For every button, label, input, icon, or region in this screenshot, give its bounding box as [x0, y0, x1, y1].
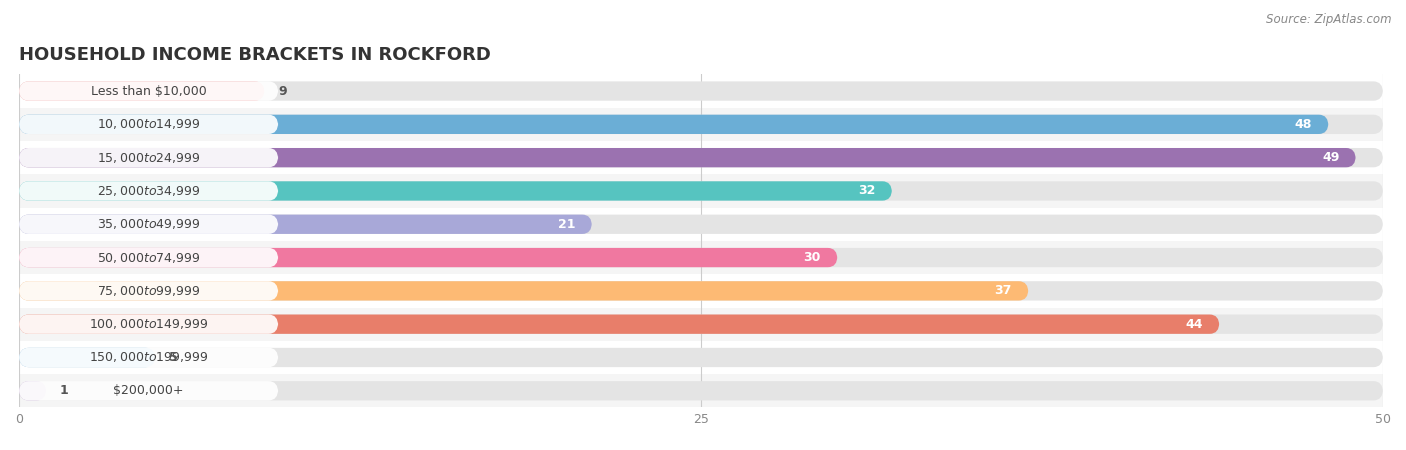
Bar: [20, 108, 1384, 141]
Text: $200,000+: $200,000+: [114, 384, 184, 397]
FancyBboxPatch shape: [20, 215, 278, 234]
FancyBboxPatch shape: [20, 81, 278, 101]
Bar: [20, 141, 1384, 174]
Text: 21: 21: [558, 218, 575, 231]
Text: 44: 44: [1185, 318, 1204, 331]
FancyBboxPatch shape: [20, 181, 278, 201]
Text: 48: 48: [1295, 118, 1312, 131]
FancyBboxPatch shape: [20, 281, 1028, 301]
Text: $25,000 to $34,999: $25,000 to $34,999: [97, 184, 200, 198]
FancyBboxPatch shape: [20, 348, 278, 367]
Bar: [20, 374, 1384, 407]
Text: HOUSEHOLD INCOME BRACKETS IN ROCKFORD: HOUSEHOLD INCOME BRACKETS IN ROCKFORD: [20, 46, 491, 64]
Text: $150,000 to $199,999: $150,000 to $199,999: [89, 351, 208, 364]
FancyBboxPatch shape: [20, 148, 1384, 167]
Text: 32: 32: [858, 184, 876, 198]
Text: 49: 49: [1322, 151, 1340, 164]
FancyBboxPatch shape: [20, 348, 156, 367]
Text: $15,000 to $24,999: $15,000 to $24,999: [97, 151, 200, 165]
FancyBboxPatch shape: [20, 215, 1384, 234]
FancyBboxPatch shape: [20, 281, 1384, 301]
FancyBboxPatch shape: [20, 381, 278, 400]
FancyBboxPatch shape: [20, 248, 838, 267]
Bar: [20, 241, 1384, 274]
FancyBboxPatch shape: [20, 248, 278, 267]
FancyBboxPatch shape: [20, 248, 1384, 267]
Text: $35,000 to $49,999: $35,000 to $49,999: [97, 217, 200, 231]
Text: Source: ZipAtlas.com: Source: ZipAtlas.com: [1267, 14, 1392, 27]
FancyBboxPatch shape: [20, 115, 1329, 134]
FancyBboxPatch shape: [20, 181, 891, 201]
Text: 37: 37: [994, 284, 1012, 297]
Bar: [20, 341, 1384, 374]
Bar: [20, 74, 1384, 108]
Bar: [20, 174, 1384, 207]
FancyBboxPatch shape: [20, 315, 1384, 334]
FancyBboxPatch shape: [20, 381, 46, 400]
Text: $50,000 to $74,999: $50,000 to $74,999: [97, 251, 200, 265]
FancyBboxPatch shape: [20, 315, 278, 334]
FancyBboxPatch shape: [20, 81, 1384, 101]
Text: Less than $10,000: Less than $10,000: [91, 85, 207, 98]
FancyBboxPatch shape: [20, 348, 1384, 367]
FancyBboxPatch shape: [20, 315, 1219, 334]
Bar: [20, 207, 1384, 241]
FancyBboxPatch shape: [20, 381, 1384, 400]
Text: 9: 9: [278, 85, 287, 98]
Text: $10,000 to $14,999: $10,000 to $14,999: [97, 117, 200, 131]
FancyBboxPatch shape: [20, 215, 592, 234]
Text: $100,000 to $149,999: $100,000 to $149,999: [89, 317, 208, 331]
FancyBboxPatch shape: [20, 181, 1384, 201]
FancyBboxPatch shape: [20, 115, 278, 134]
FancyBboxPatch shape: [20, 148, 278, 167]
Text: 30: 30: [804, 251, 821, 264]
FancyBboxPatch shape: [20, 115, 1384, 134]
FancyBboxPatch shape: [20, 281, 278, 301]
Bar: [20, 274, 1384, 307]
Bar: [20, 307, 1384, 341]
Text: 1: 1: [60, 384, 69, 397]
FancyBboxPatch shape: [20, 81, 264, 101]
Text: $75,000 to $99,999: $75,000 to $99,999: [97, 284, 200, 298]
FancyBboxPatch shape: [20, 148, 1355, 167]
Text: 5: 5: [169, 351, 177, 364]
